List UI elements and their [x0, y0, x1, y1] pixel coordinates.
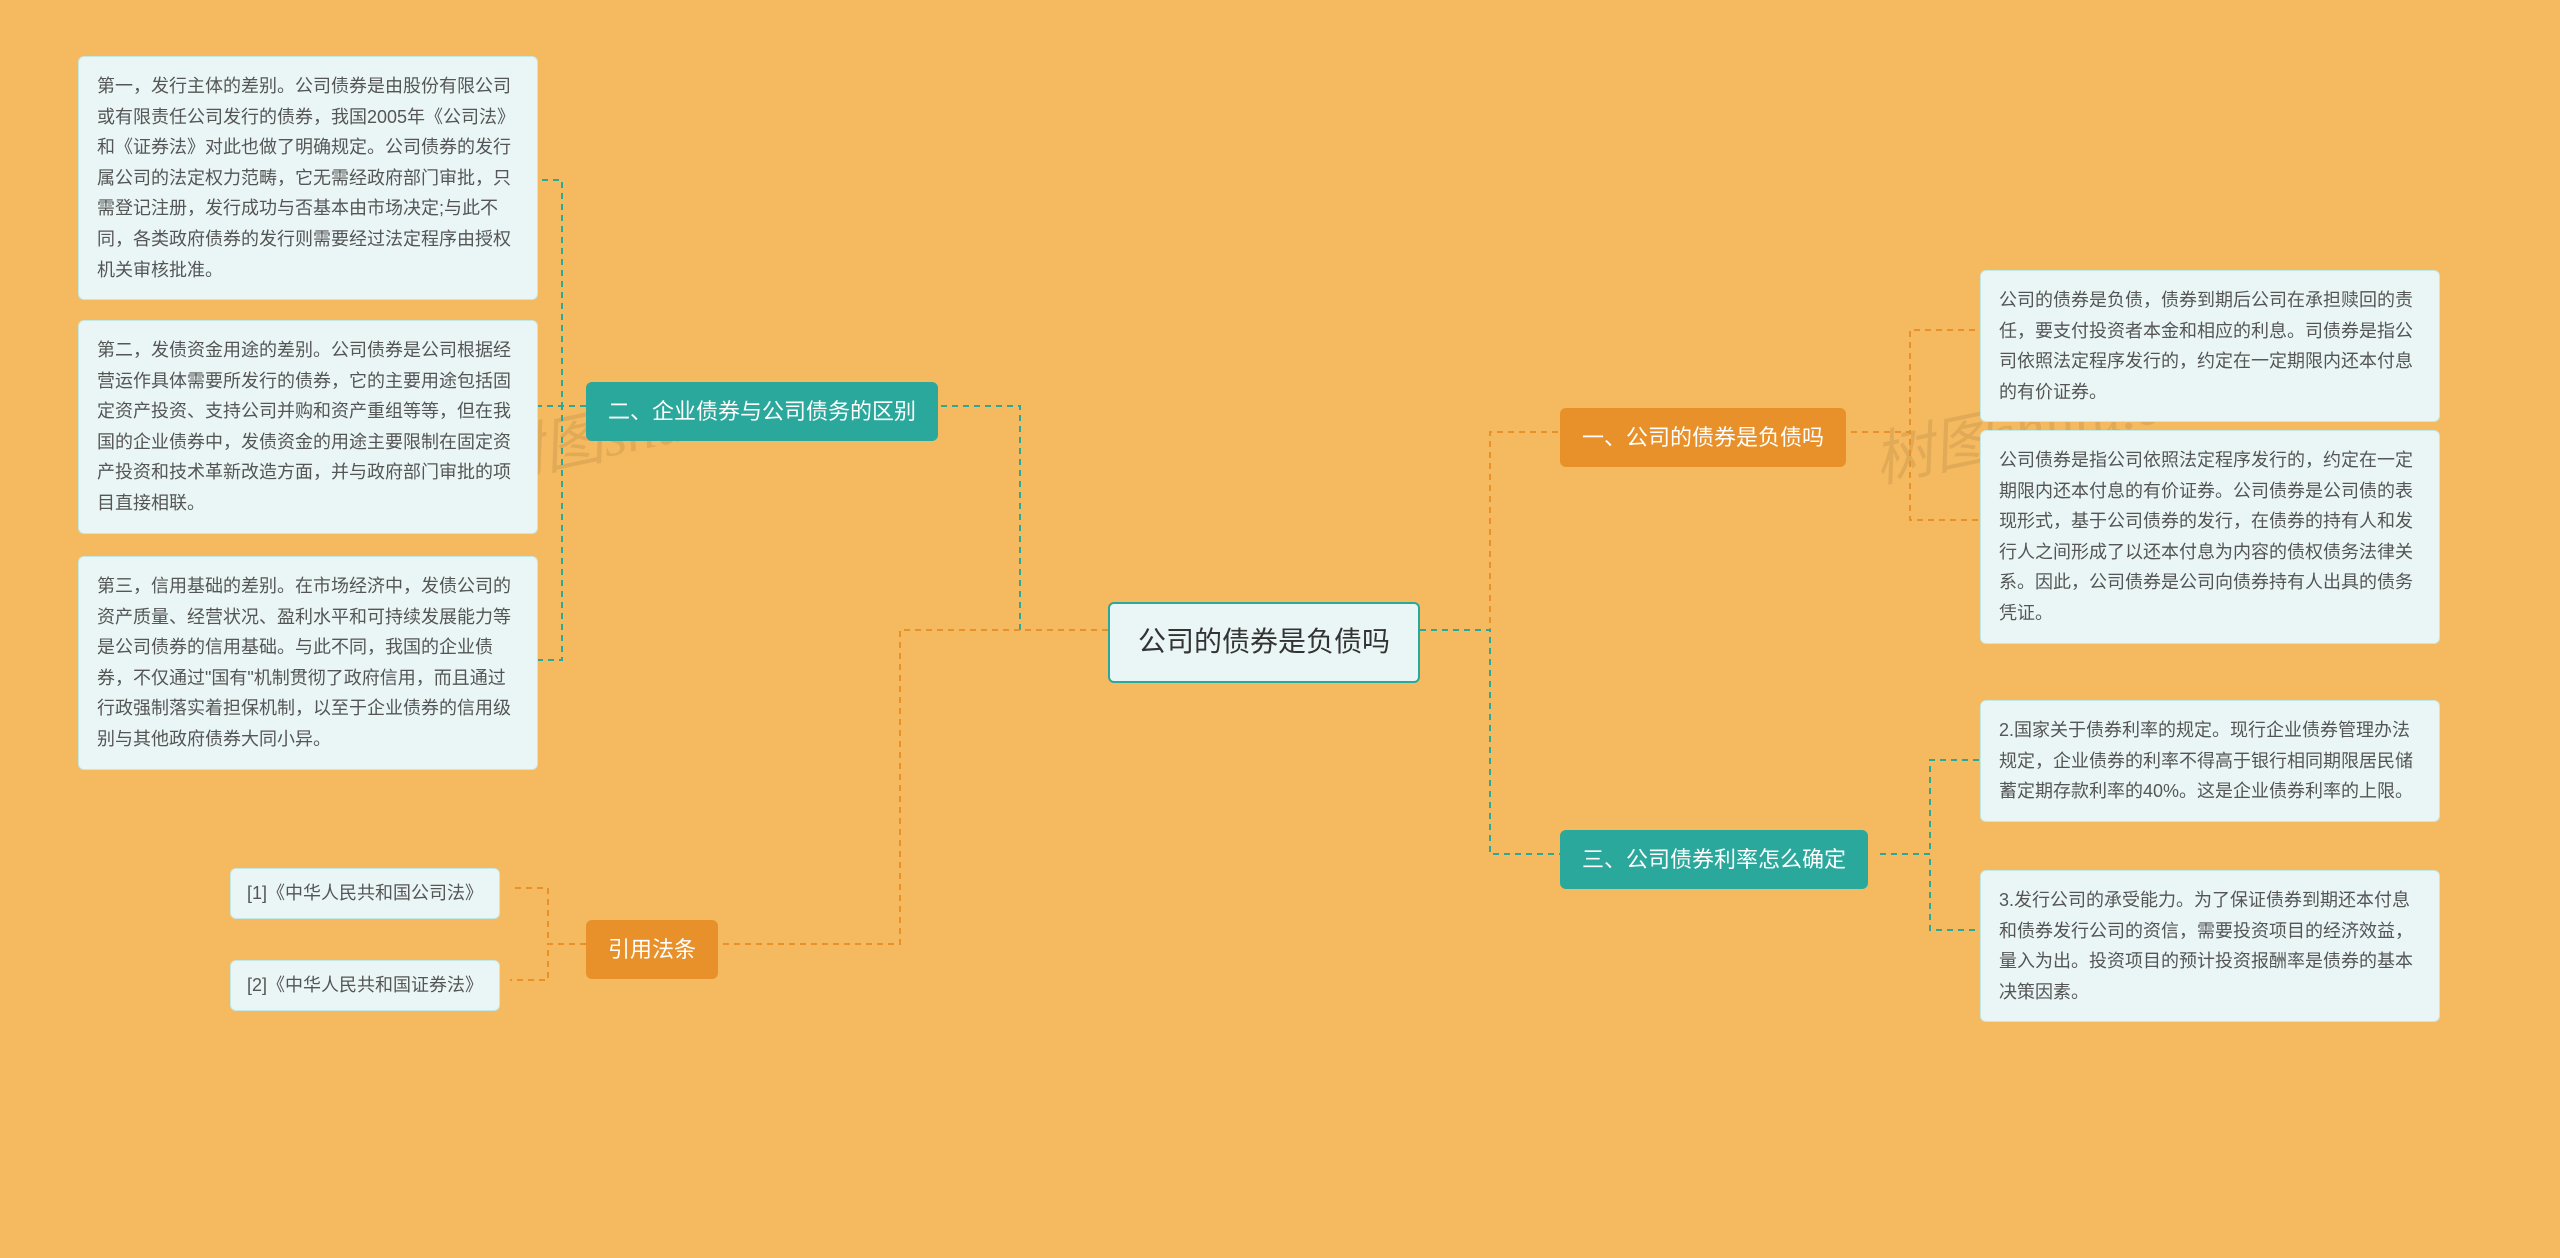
leaf-left-1-3: 第三，信用基础的差别。在市场经济中，发债公司的资产质量、经营状况、盈利水平和可持…	[78, 556, 538, 770]
branch-right-1: 一、公司的债券是负债吗	[1560, 408, 1846, 467]
branch-left-2: 引用法条	[586, 920, 718, 979]
leaf-left-1-1: 第一，发行主体的差别。公司债券是由股份有限公司或有限责任公司发行的债券，我国20…	[78, 56, 538, 300]
leaf-left-1-2: 第二，发债资金用途的差别。公司债券是公司根据经营运作具体需要所发行的债券，它的主…	[78, 320, 538, 534]
leaf-right-1-1: 公司的债券是负债，债券到期后公司在承担赎回的责任，要支付投资者本金和相应的利息。…	[1980, 270, 2440, 422]
leaf-left-2-2: [2]《中华人民共和国证券法》	[230, 960, 500, 1011]
leaf-right-2-1: 2.国家关于债券利率的规定。现行企业债券管理办法规定，企业债券的利率不得高于银行…	[1980, 700, 2440, 822]
branch-right-2: 三、公司债券利率怎么确定	[1560, 830, 1868, 889]
branch-left-1: 二、企业债券与公司债务的区别	[586, 382, 938, 441]
leaf-right-2-2: 3.发行公司的承受能力。为了保证债券到期还本付息和债券发行公司的资信，需要投资项…	[1980, 870, 2440, 1022]
leaf-left-2-1: [1]《中华人民共和国公司法》	[230, 868, 500, 919]
leaf-right-1-2: 公司债券是指公司依照法定程序发行的，约定在一定期限内还本付息的有价证券。公司债券…	[1980, 430, 2440, 644]
center-node: 公司的债券是负债吗	[1108, 602, 1420, 683]
